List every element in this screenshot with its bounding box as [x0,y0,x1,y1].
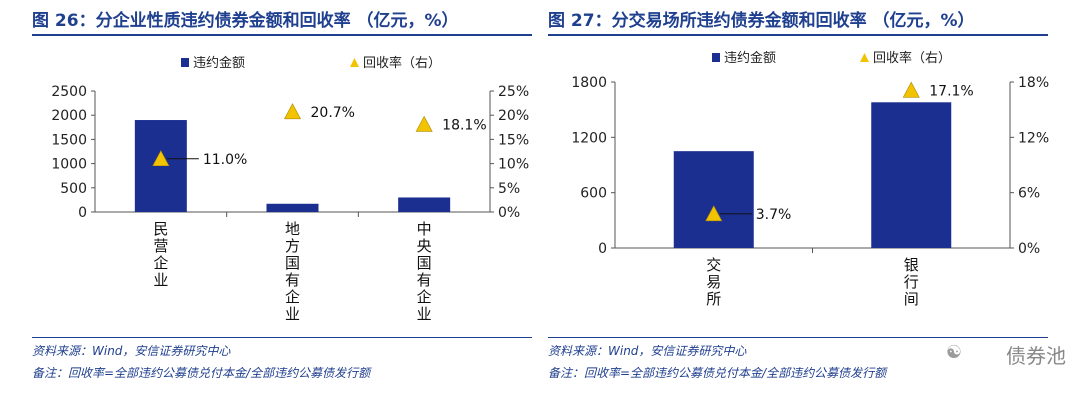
title-rule-right [548,34,1048,36]
legend: 违约金额 回收率（右） [712,50,951,66]
data-label: 18.1% [442,117,486,133]
wechat-icon: ☯ [945,342,962,363]
legend-swatch-triangle-icon [860,53,869,62]
y-tick-label-left: 0 [598,241,607,257]
legend-label-amount: 违约金额 [193,55,245,71]
y-tick-label-right: 0% [498,205,520,221]
y-tick-label-left: 600 [580,186,607,202]
chart-title-right: 图 27：分交易场所违约债券金额和回收率 （亿元，%） [548,11,975,31]
bar [398,197,451,212]
legend: 违约金额 回收率（右） [181,55,441,71]
recovery-marker [415,115,433,132]
title-rule-left [32,34,532,36]
x-category-label-char: 国 [285,254,300,272]
y-tick-label-right: 0% [1018,241,1040,257]
x-category-label-char: 企 [153,254,168,272]
x-category-label-char: 银 [904,256,919,274]
y-tick-label-left: 1800 [571,75,607,91]
y-tick-label-right: 20% [498,108,529,124]
legend-label-amount: 违约金额 [724,50,776,66]
bar [871,102,952,249]
y-tick-label-left: 2500 [51,84,87,100]
y-tick-label-left: 1200 [571,130,607,146]
y-tick-label-right: 5% [498,181,520,197]
x-category-label-char: 中 [417,220,432,238]
data-label: 20.7% [311,105,355,121]
x-category-label-char: 所 [706,290,721,308]
legend-label-recovery: 回收率（右） [363,55,441,71]
note-right: 备注：回收率=全部违约公募债兑付本金/全部违约公募债发行额 [548,366,887,380]
data-label: 11.0% [203,152,247,168]
y-tick-label-right: 10% [498,157,529,173]
bar [266,203,319,212]
footer-rule-right [548,337,1048,338]
recovery-marker [705,205,723,222]
recovery-marker [902,81,920,98]
x-category-label-char: 交 [706,256,721,274]
footer-rule-left [32,337,532,338]
x-category-label-char: 业 [153,271,168,289]
x-category-label-char: 营 [153,237,168,255]
y-tick-label-right: 18% [1018,75,1049,91]
legend-swatch-triangle-icon [350,58,359,67]
y-tick-label-left: 1500 [51,132,87,148]
x-category-label-char: 地 [285,220,300,238]
x-category-label-char: 有 [417,271,432,289]
y-tick-label-left: 2000 [51,108,87,124]
y-tick-label-left: 500 [60,181,87,197]
recovery-marker [283,103,302,120]
chart-right: 违约金额 回收率（右） 0 600 1200 1800 0% 6% 12% 18% 交易所 银行间 3.… [571,50,1049,308]
y-tick-label-right: 12% [1018,130,1049,146]
x-category-label-char: 央 [417,237,432,255]
note-left: 备注：回收率=全部违约公募债兑付本金/全部违约公募债发行额 [32,366,371,380]
y-tick-label-right: 25% [498,84,529,100]
legend-label-recovery: 回收率（右） [873,50,951,66]
bar [673,151,754,248]
chart-title-left: 图 26：分企业性质违约债券金额和回收率 （亿元，%） [32,11,459,31]
x-category-label-char: 业 [417,305,432,323]
x-category-label-char: 企 [285,288,300,306]
chart-left: 违约金额 回收率（右） 0 500 1000 1500 2000 2500 0% 5% 10% 15%… [51,55,529,323]
y-tick-label-left: 0 [78,205,87,221]
source-right: 资料来源：Wind，安信证券研究中心 [548,344,747,358]
x-category-label-char: 国 [417,254,432,272]
data-label: 3.7% [756,207,792,223]
x-category-label-char: 间 [904,290,919,308]
legend-swatch-bar [181,58,189,67]
y-tick-label-right: 6% [1018,186,1040,202]
legend-swatch-bar [712,53,720,62]
recovery-marker [152,150,170,167]
x-category-label-char: 企 [417,288,432,306]
x-category-label-char: 行 [904,273,919,291]
x-category-label-char: 易 [706,273,721,291]
y-tick-label-left: 1000 [51,157,87,173]
x-category-label-char: 方 [285,237,300,255]
x-category-label-char: 民 [153,220,168,238]
source-left: 资料来源：Wind，安信证券研究中心 [32,344,231,358]
x-category-label-char: 有 [285,271,300,289]
watermark: 债券池 [1006,344,1066,368]
data-label: 17.1% [929,83,973,99]
x-category-label-char: 业 [285,305,300,323]
y-tick-label-right: 15% [498,132,529,148]
